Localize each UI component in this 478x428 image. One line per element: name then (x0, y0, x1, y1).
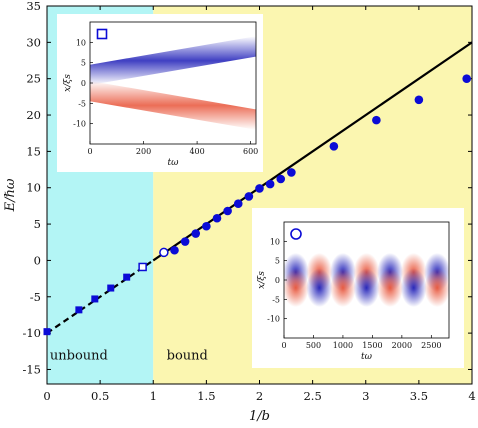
data-points (43, 74, 471, 336)
inset-y-tick-label: -5 (78, 99, 86, 108)
inset-blob (329, 268, 356, 308)
x-tick-label: 3 (362, 389, 369, 403)
inset-blob (353, 268, 380, 308)
inset-y-axis-label: x/ξs (63, 74, 73, 92)
inset-y-tick-label: 5 (81, 59, 86, 68)
data-point-circle (276, 174, 286, 184)
inset-x-tick-label: 200 (136, 147, 151, 156)
inset-top-left: 0 200 400 600 -10 -5 0 5 10 tω x/ξs (57, 14, 263, 172)
data-point-circle (462, 74, 471, 83)
x-axis-label: 1/b (249, 409, 270, 424)
data-point-circle (212, 213, 222, 223)
inset-x-axis-label: tω (361, 352, 373, 362)
data-point-square (107, 284, 115, 292)
y-tick-label: -10 (22, 326, 41, 340)
inset-blob (306, 268, 333, 308)
x-tick-label: 0 (43, 389, 50, 403)
x-tick-label: 1.5 (197, 389, 215, 403)
data-point-circle (372, 115, 381, 125)
inset-x-tick-label: 600 (243, 147, 258, 156)
inset-x-tick-label: 500 (306, 341, 321, 350)
data-point-circle (255, 184, 264, 193)
data-point-square (123, 273, 131, 281)
inset-x-tick-label: 400 (189, 147, 204, 156)
inset-y-tick-label: -10 (267, 315, 280, 324)
y-tick-label: -5 (30, 290, 41, 304)
x-tick-label: 2.5 (303, 389, 321, 403)
data-point-circle (170, 245, 179, 255)
inset-y-tick-label: -10 (73, 120, 86, 129)
data-point-circle (244, 192, 254, 201)
y-tick-label: 10 (26, 181, 41, 195)
axis-labels: unbound bound 1/b E/ℏω (3, 178, 270, 424)
data-point-circle (265, 179, 275, 189)
data-point-open-circle (159, 247, 169, 258)
data-point-circle (191, 229, 201, 238)
y-tick-label: -15 (22, 362, 41, 376)
inset-x-tick-label: 0 (87, 147, 92, 156)
axes: 0 0.5 1 1.5 2 2.5 3 3.5 4 -15 -10 -5 0 5 10 15 20 25 30 35 (22, 0, 475, 403)
data-point-circle (287, 168, 296, 177)
inset-y-tick-label: 0 (81, 79, 86, 88)
inset-x-tick-label: 2500 (421, 341, 441, 350)
inset-y-tick-label: 5 (275, 257, 280, 266)
fit-line-dashed (46, 259, 154, 335)
data-point-circle (180, 237, 190, 246)
inset-marker-open-circle (290, 228, 302, 240)
inset-x-tick-label: 1000 (333, 341, 353, 350)
y-tick-label: 25 (26, 72, 41, 86)
inset-blob (377, 268, 404, 308)
data-point-circle (202, 221, 211, 231)
inset-band-1 (90, 80, 256, 130)
x-tick-label: 1 (150, 389, 157, 403)
inset-blob (400, 268, 427, 308)
inset-x-tick-label: 0 (281, 341, 286, 350)
inset-blobs (284, 252, 449, 308)
inset-blob (284, 268, 309, 308)
data-point-square (91, 295, 99, 303)
inset-y-tick-label: 10 (76, 38, 86, 47)
y-tick-label: 5 (34, 217, 41, 231)
inset-x-axis-label: tω (168, 158, 180, 168)
x-tick-label: 0.5 (91, 389, 109, 403)
x-tick-label: 2 (256, 389, 263, 403)
region-label-unbound: unbound (50, 348, 108, 363)
data-point-open-square (138, 262, 147, 272)
data-point-circle (223, 206, 232, 216)
x-tick-label: 4 (468, 389, 475, 403)
inset-y-tick-label: 0 (275, 276, 280, 285)
inset-x-tick-label: 2000 (392, 341, 412, 350)
inset-y-axis-label: x/ξs (257, 271, 267, 289)
y-tick-label: 0 (34, 253, 41, 267)
inset-marker-open-square (96, 28, 108, 40)
data-point-circle (414, 95, 424, 105)
inset-band-0 (90, 36, 256, 86)
inset-blob (424, 268, 449, 308)
y-axis-label: E/ℏω (3, 178, 18, 212)
region-label-bound: bound (167, 348, 208, 363)
y-tick-label: 15 (26, 144, 41, 158)
data-point-circle (329, 141, 339, 151)
data-point-circle (233, 199, 243, 209)
inset-x-tick-label: 1500 (362, 341, 382, 350)
y-tick-label: 30 (26, 35, 41, 49)
y-tick-label: 35 (26, 0, 41, 13)
inset-y-tick-label: -5 (272, 295, 280, 304)
y-tick-label: 20 (26, 108, 41, 122)
data-point-square (75, 306, 83, 314)
x-tick-label: 3.5 (410, 389, 428, 403)
inset-y-tick-label: 10 (270, 237, 280, 246)
inset-bottom-right: 0 500 1000 1500 2000 2500 -10 -5 0 5 10 tω x/ξs (252, 208, 464, 368)
data-point-square (43, 328, 51, 336)
